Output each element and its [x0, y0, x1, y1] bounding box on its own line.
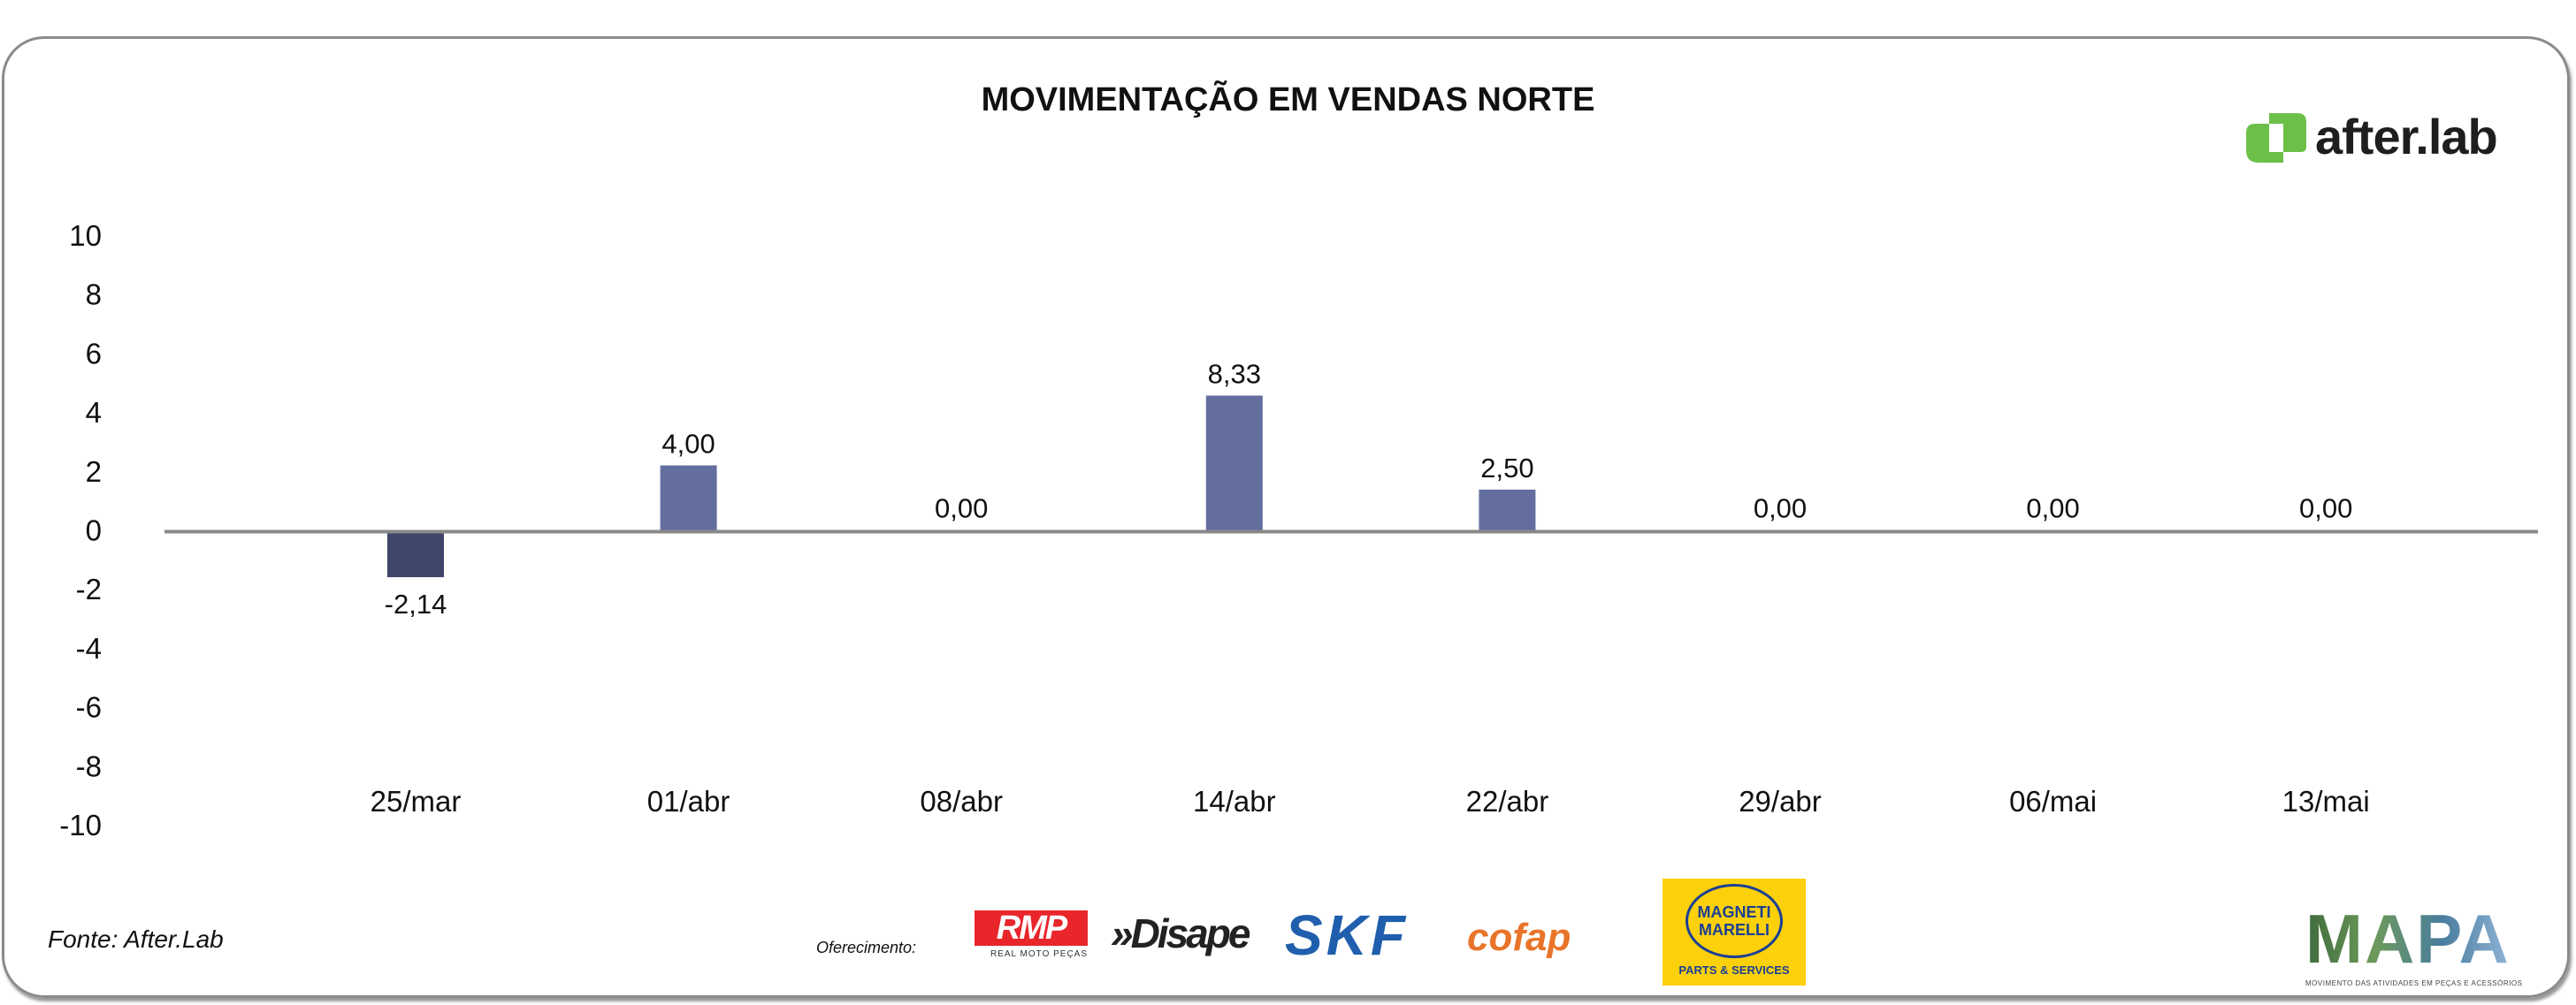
- x-tick-label: 13/mai: [2282, 785, 2370, 818]
- data-label: 0,00: [2299, 493, 2352, 524]
- data-label: 0,00: [2026, 493, 2079, 524]
- y-tick-label: 0: [86, 514, 102, 547]
- after-lab-logo-icon: [2246, 113, 2306, 163]
- magneti-marelli-subtitle: PARTS & SERVICES: [1678, 963, 1790, 977]
- y-tick-label: 10: [69, 219, 102, 252]
- y-tick-label: 4: [86, 396, 102, 429]
- y-tick-label: -4: [76, 632, 102, 665]
- mapa-logo-subtitle: MOVIMENTO DAS ATIVIDADES EM PEÇAS E ACES…: [2305, 979, 2523, 987]
- y-tick-label: -10: [59, 809, 102, 841]
- y-tick-label: -8: [76, 750, 102, 782]
- chart-title: MOVIMENTAÇÃO EM VENDAS NORTE: [981, 81, 1595, 118]
- rmp-logo: RMP: [975, 910, 1088, 946]
- magneti-marelli-logo: MAGNETI MARELLI PARTS & SERVICES: [1663, 879, 1806, 986]
- data-label: 4,00: [661, 429, 715, 460]
- data-label: 0,00: [1754, 493, 1807, 524]
- bar: [387, 529, 444, 577]
- x-tick-label: 06/mai: [2009, 785, 2097, 818]
- skf-logo: SKF: [1285, 903, 1409, 967]
- bar: [660, 465, 717, 530]
- rmp-logo-subtitle: REAL MOTO PEÇAS: [990, 949, 1089, 959]
- x-tick-label: 08/abr: [920, 785, 1003, 818]
- after-lab-logo-text: after.lab: [2315, 109, 2498, 164]
- bar: [1205, 395, 1263, 530]
- y-tick-label: -6: [76, 691, 102, 724]
- data-label: 2,50: [1480, 453, 1533, 483]
- cofap-logo: cofap: [1467, 916, 1571, 959]
- mapa-logo: MAPA: [2305, 900, 2511, 978]
- source-note: Fonte: After.Lab: [48, 925, 224, 953]
- x-tick-label: 29/abr: [1739, 785, 1822, 818]
- data-label: -2,14: [385, 589, 447, 620]
- data-label: 0,00: [935, 493, 988, 524]
- chart-frame: [2, 36, 2570, 998]
- y-tick-label: 8: [86, 278, 102, 311]
- y-tick-label: 2: [86, 455, 102, 488]
- bar: [1479, 489, 1536, 530]
- x-tick-label: 01/abr: [647, 785, 730, 818]
- data-label: 8,33: [1208, 359, 1261, 390]
- sponsor-label: Oferecimento:: [816, 939, 917, 956]
- y-tick-label: 6: [86, 337, 102, 369]
- x-tick-label: 25/mar: [371, 785, 462, 818]
- magneti-marelli-name: MAGNETI MARELLI: [1685, 884, 1783, 958]
- x-tick-label: 14/abr: [1193, 785, 1276, 818]
- disape-logo: »Disape: [1111, 910, 1250, 956]
- y-tick-label: -2: [76, 573, 102, 605]
- x-tick-label: 22/abr: [1466, 785, 1549, 818]
